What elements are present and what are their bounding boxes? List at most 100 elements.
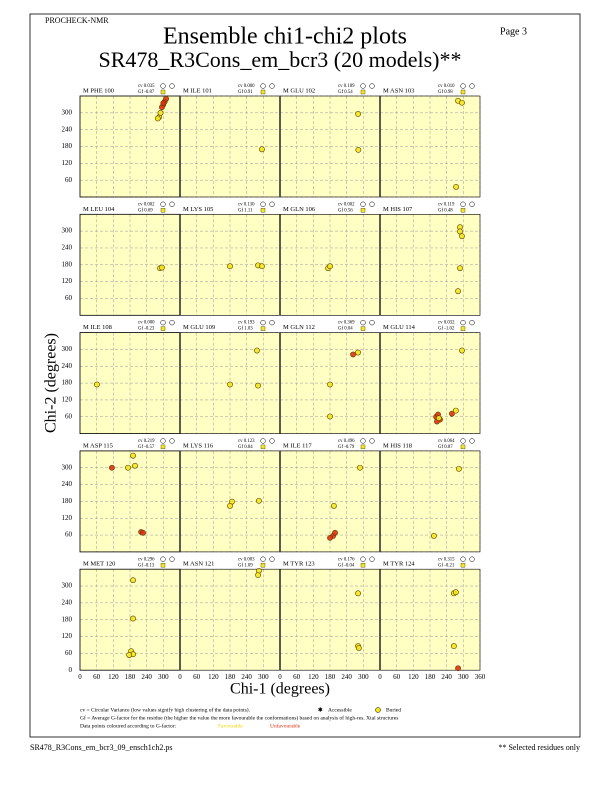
data-point [459, 99, 465, 106]
accessibility-icon [269, 83, 275, 89]
accessibility-icon [469, 83, 475, 89]
panel-gf: Gf -0.13 [138, 563, 155, 568]
accessibility-icon [269, 319, 275, 326]
accessibility-icon [169, 556, 175, 562]
gf-swatch [460, 326, 466, 331]
data-point [355, 111, 361, 117]
gf-swatch [360, 89, 366, 95]
accessibility-icon [260, 83, 266, 89]
data-point [94, 381, 100, 388]
x-tick-label: 60 [393, 673, 401, 681]
panel-gf: Gf 1.11 [238, 208, 253, 213]
accessibility-icon [360, 201, 366, 207]
data-point [459, 233, 465, 240]
panel-cv: cv 0.123 [238, 439, 255, 444]
accessibility-icon [169, 83, 175, 89]
panel-cv: cv 0.193 [238, 321, 255, 326]
y-tick-label: 180 [62, 379, 73, 387]
panel-gf: Gf -0.79 [338, 445, 355, 450]
gf-swatch [460, 444, 466, 450]
accessibility-icon [369, 556, 375, 562]
gf-swatch [460, 89, 466, 95]
data-point [355, 146, 362, 153]
x-tick-label: 240 [341, 673, 352, 681]
x-tick-label: 240 [141, 673, 152, 681]
panel-title: M ASN 121 [183, 561, 214, 568]
y-tick-label: 300 [62, 463, 73, 471]
data-point [255, 572, 261, 578]
accessibility-icon [360, 319, 366, 326]
panel-gf: Gf -0.57 [138, 445, 155, 450]
panel-title: M GLU 102 [283, 87, 315, 94]
y-tick-label: 180 [62, 260, 73, 268]
gf-swatch [160, 563, 166, 568]
y-tick-label: 120 [62, 277, 73, 285]
y-tick-label: 60 [65, 412, 73, 420]
y-tick-label: 180 [62, 142, 73, 150]
gf-swatch [260, 563, 266, 568]
data-point [330, 502, 337, 509]
panel-gf: Gf -1.02 [438, 327, 455, 332]
data-point [259, 263, 265, 270]
data-point [327, 263, 333, 270]
accessibility-icon [269, 201, 275, 207]
data-point [430, 533, 437, 539]
accessibility-icon [269, 556, 275, 562]
data-point [327, 534, 333, 541]
accessibility-icon [260, 438, 266, 444]
gf-swatch [160, 326, 166, 331]
gf-swatch [160, 208, 166, 213]
panel-title: M GLN 112 [283, 324, 315, 331]
accessibility-icon [360, 83, 366, 89]
x-tick-label: 300 [458, 673, 469, 681]
panel-title: M HIS 107 [383, 206, 413, 213]
panel-cv: cv 0.315 [438, 557, 455, 562]
x-tick-label: 60 [193, 673, 201, 681]
y-tick-label: 180 [62, 497, 73, 505]
panel-title: M HIS 118 [383, 442, 412, 449]
panel-cv: cv 0.003 [238, 557, 255, 562]
data-point [126, 652, 133, 658]
data-point [227, 263, 233, 270]
accessibility-icon [360, 438, 366, 444]
data-point [332, 529, 338, 536]
data-point [159, 264, 165, 271]
panel-cv: cv 0.296 [138, 557, 155, 562]
panel-gf: Gf 1.03 [238, 327, 253, 332]
y-tick-label: 240 [62, 125, 73, 133]
panel-gf: Gf -0.87 [138, 90, 155, 95]
data-point [157, 109, 164, 116]
panel-title: M TYR 124 [383, 561, 415, 568]
gf-swatch [260, 89, 266, 95]
y-tick-label: 60 [65, 176, 73, 184]
panel-title: M ILE 101 [183, 87, 212, 94]
data-point [350, 351, 356, 358]
accessibility-icon [469, 319, 475, 326]
data-point [163, 95, 170, 102]
panel-title: M GLN 106 [283, 206, 316, 213]
gf-swatch [260, 208, 266, 213]
y-tick-label: 240 [62, 244, 73, 252]
accessibility-icon [469, 438, 475, 444]
accessibility-icon [160, 83, 166, 89]
y-tick-label: 60 [65, 649, 73, 657]
accessibility-icon [460, 319, 466, 326]
data-point [255, 382, 261, 389]
y-tick-label: 240 [62, 598, 73, 606]
panel-gf: Gf 0.91 [238, 90, 253, 95]
y-tick-label: 300 [62, 345, 73, 353]
y-tick-label: 120 [62, 632, 73, 640]
y-tick-label: 300 [62, 227, 73, 235]
data-point [130, 615, 136, 622]
x-tick-label: 60 [93, 673, 101, 681]
panel-cv: cv 0.032 [438, 321, 455, 326]
panel-cv: cv 0.369 [338, 321, 355, 326]
panel-cv: cv 0.035 [138, 84, 155, 89]
data-point [160, 100, 167, 106]
y-tick-label: 180 [62, 615, 73, 623]
panel-gf: Gf 0.87 [438, 445, 453, 450]
panel-cv: cv 0.189 [338, 84, 355, 89]
data-point [355, 590, 361, 597]
